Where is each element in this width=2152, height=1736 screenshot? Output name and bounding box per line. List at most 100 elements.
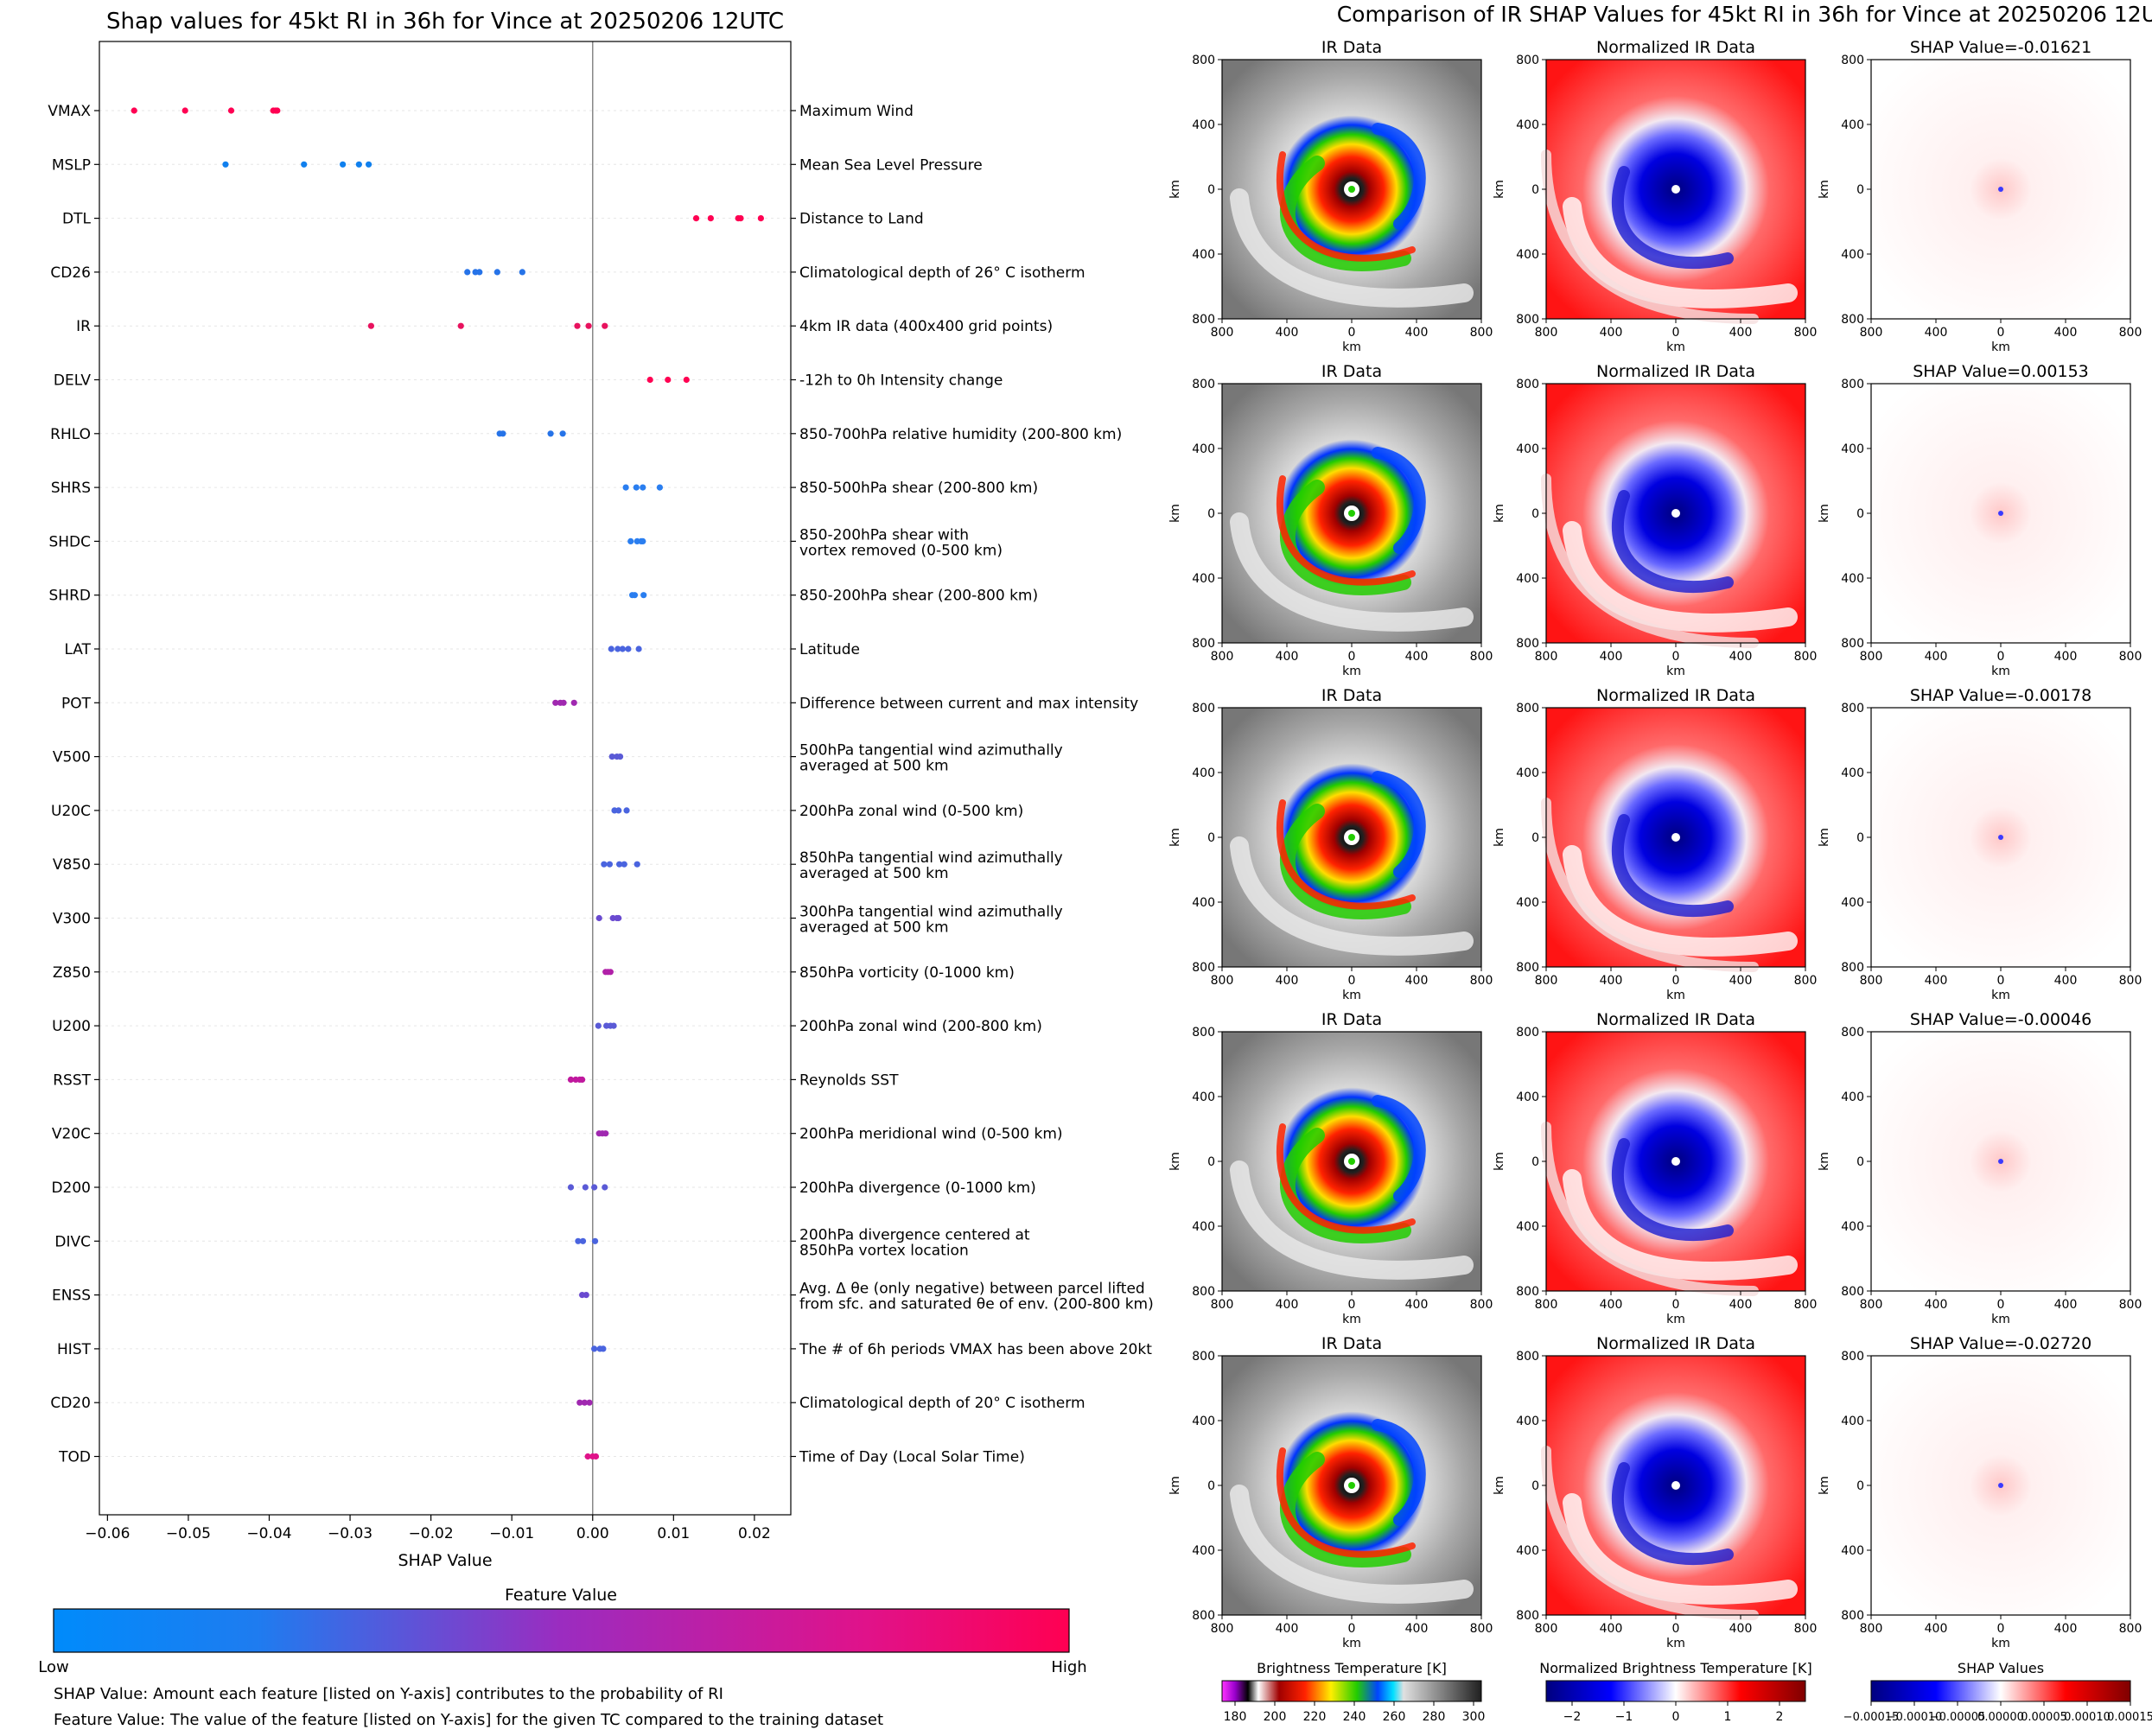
x-tick-label: 400 xyxy=(1276,974,1299,988)
x-tick-label: 800 xyxy=(1535,1622,1558,1636)
x-tick-label: 800 xyxy=(1470,1622,1493,1636)
shap-point-tod-2 xyxy=(592,1453,600,1460)
y-axis-label: km xyxy=(1493,504,1506,523)
feature-grid-lines xyxy=(99,110,791,1457)
x-tick-label: 800 xyxy=(1211,1298,1234,1312)
shap-point-cd20-1 xyxy=(581,1399,589,1406)
shap-point-dtl-1 xyxy=(707,215,714,222)
x-axis-label: km xyxy=(1991,665,2010,678)
y-tick-label: 400 xyxy=(1516,1220,1539,1234)
panel-norm-row3: Normalized IR Data 800 400 0 400 800 km 800 400 0… xyxy=(1493,1010,1817,1326)
panel-title: SHAP Value=-0.01621 xyxy=(1910,38,2092,57)
x-tick-label: 800 xyxy=(1211,326,1234,340)
feature-code-tod: TOD xyxy=(58,1449,91,1466)
feature-description-enss: Avg. Δ θe (only negative) between parcel… xyxy=(799,1281,1154,1313)
feature-code-rsst: RSST xyxy=(53,1071,91,1089)
panel-norm-row4: Normalized IR Data 800 400 0 400 800 km 800 400 0… xyxy=(1493,1334,1817,1650)
y-tick-label: 400 xyxy=(1192,1091,1215,1104)
cloud-band-3 xyxy=(1276,799,1416,910)
colorbar-title: Normalized Brightness Temperature [K] xyxy=(1539,1660,1812,1676)
y-tick-label: 800 xyxy=(1841,313,1864,327)
shap-point-mslp-0 xyxy=(222,161,229,168)
y-tick-label: 0 xyxy=(1856,831,1864,845)
feature-code-u200: U200 xyxy=(52,1018,91,1035)
x-tick-label: 800 xyxy=(1470,650,1493,664)
colorbar-2: SHAP Values−0.00015−0.00010−0.000050.000… xyxy=(1843,1660,2152,1724)
x-tick-label: 400 xyxy=(1729,1622,1753,1636)
cloud-band-3 xyxy=(1276,1123,1416,1234)
cloud-band-1 xyxy=(1372,1419,1426,1526)
y-tick-label: 800 xyxy=(1516,1285,1539,1299)
eye xyxy=(1671,509,1680,518)
y-tick-label: 400 xyxy=(1192,896,1215,910)
y-tick-label: 800 xyxy=(1192,1350,1215,1364)
y-tick-label: 400 xyxy=(1192,1415,1215,1428)
x-tick-label: 800 xyxy=(1470,974,1493,988)
x-axis-label: km xyxy=(1991,1313,2010,1326)
x-axis-label: km xyxy=(1991,340,2010,354)
shap-point-rsst-3 xyxy=(578,1076,586,1083)
shap-point-v850-2 xyxy=(616,861,623,868)
panel-shap-row0: SHAP Value=-0.01621 800 400 0 400 800 km 800 400… xyxy=(1818,38,2142,354)
cloud-band-0 xyxy=(1279,1128,1411,1243)
shap-point-shrd-2 xyxy=(640,592,647,599)
x-tick-label: 800 xyxy=(1794,974,1818,988)
norm-band-2 xyxy=(1612,1462,1734,1566)
shap-point-divc-0 xyxy=(575,1237,582,1244)
feature-description-divc: 200hPa divergence centered at 850hPa vort… xyxy=(799,1226,1030,1259)
x-axis-label: km xyxy=(1991,1637,2010,1650)
shap-point-cd20-2 xyxy=(586,1399,593,1406)
shap-point-d200-0 xyxy=(567,1184,575,1191)
x-tick-label: 0 xyxy=(1348,1298,1356,1312)
panel-norm-row0: Normalized IR Data 800 400 0 400 800 km 800 400 0… xyxy=(1493,38,1817,354)
footer-feature-note: Feature Value: The value of the feature … xyxy=(54,1711,883,1729)
norm-band-1 xyxy=(1541,149,1759,324)
feature-description-v850: 850hPa tangential wind azimuthally averag… xyxy=(799,849,1063,882)
x-tick-label: 400 xyxy=(2054,974,2078,988)
feature-description-delv: -12h to 0h Intensity change xyxy=(799,372,1003,390)
shap-point-tod-0 xyxy=(584,1453,591,1460)
x-tick-label: 400 xyxy=(1276,1622,1299,1636)
x-tick-label: 800 xyxy=(1470,326,1493,340)
feature-description-pot: Difference between current and max inten… xyxy=(799,695,1138,712)
shap-point-pot-3 xyxy=(570,699,577,706)
y-tick-label: 400 xyxy=(1516,766,1539,780)
x-tick-label: 400 xyxy=(1600,650,1623,664)
colorbar-0: Brightness Temperature [K] 180 200 220 240 26… xyxy=(1221,1660,1485,1724)
shap-points xyxy=(131,107,764,1460)
shap-point-z850-2 xyxy=(607,969,614,976)
shap-point-ir-1 xyxy=(457,322,464,329)
x-tick-label: 800 xyxy=(1211,650,1234,664)
feature-description-shrs: 850-500hPa shear (200-800 km) xyxy=(799,480,1038,497)
x-tick-label: 400 xyxy=(1405,1298,1429,1312)
feature-description-u200: 200hPa zonal wind (200-800 km) xyxy=(799,1018,1042,1035)
y-tick-label: 400 xyxy=(1516,442,1539,456)
shap-point-shrd-1 xyxy=(631,592,639,599)
feature-description-labels: Maximum Wind Mean Sea Level Pressure Dista… xyxy=(791,103,1154,1466)
x-axis-label: km xyxy=(1342,1637,1361,1650)
y-tick-label: 400 xyxy=(1516,118,1539,132)
panel-title: IR Data xyxy=(1321,1334,1382,1353)
norm-band-1 xyxy=(1541,1122,1759,1296)
y-axis-label: km xyxy=(1818,828,1831,847)
feature-description-mslp: Mean Sea Level Pressure xyxy=(799,156,983,174)
feature-code-pot: POT xyxy=(61,695,92,712)
x-tick-label: 800 xyxy=(1535,650,1558,664)
y-tick-label: 800 xyxy=(1516,313,1539,327)
x-tick-label: 800 xyxy=(1794,1298,1818,1312)
eye xyxy=(1671,1157,1680,1166)
y-axis-label: km xyxy=(1818,1152,1831,1171)
y-tick-label: 400 xyxy=(1192,572,1215,586)
x-tick-label: 800 xyxy=(2119,974,2142,988)
x-tick-label: 0 xyxy=(1348,326,1356,340)
y-tick-label: 400 xyxy=(1841,118,1864,132)
colorbar-tick-label: 240 xyxy=(1343,1710,1366,1724)
shap-point-d200-3 xyxy=(602,1184,608,1191)
y-tick-label: 400 xyxy=(1841,896,1864,910)
shap-point-vmax-2 xyxy=(227,107,235,114)
shap-point-v500-0 xyxy=(608,754,615,760)
eye-center xyxy=(1348,1158,1355,1165)
feature-description-dtl: Distance to Land xyxy=(799,211,924,228)
x-tick-label: 400 xyxy=(1600,326,1623,340)
y-tick-label: 800 xyxy=(1192,378,1215,391)
